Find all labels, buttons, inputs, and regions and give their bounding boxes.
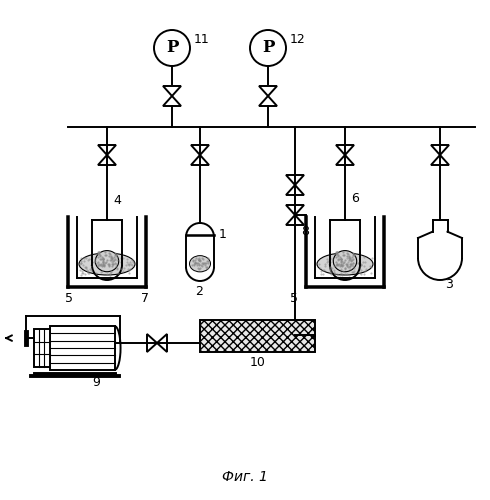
Ellipse shape: [317, 253, 373, 275]
Polygon shape: [286, 175, 304, 185]
Text: 10: 10: [249, 356, 266, 369]
Ellipse shape: [333, 250, 357, 272]
Text: 7: 7: [141, 292, 149, 305]
Polygon shape: [286, 185, 304, 195]
Text: 11: 11: [194, 33, 210, 46]
Bar: [200, 320, 315, 352]
Text: 3: 3: [445, 278, 453, 291]
Polygon shape: [286, 205, 304, 215]
Ellipse shape: [190, 256, 211, 272]
Text: 12: 12: [290, 33, 306, 46]
Polygon shape: [163, 96, 181, 106]
Polygon shape: [98, 145, 116, 155]
Polygon shape: [259, 96, 277, 106]
Text: 5: 5: [65, 292, 73, 305]
Text: P: P: [262, 40, 274, 56]
Ellipse shape: [79, 253, 135, 275]
Text: P: P: [166, 40, 178, 56]
Polygon shape: [98, 155, 116, 165]
Polygon shape: [191, 155, 209, 165]
Circle shape: [154, 30, 190, 66]
Polygon shape: [336, 145, 354, 155]
Text: 6: 6: [351, 192, 359, 205]
Polygon shape: [259, 86, 277, 96]
Polygon shape: [336, 155, 354, 165]
Text: 9: 9: [92, 376, 100, 389]
Polygon shape: [191, 145, 209, 155]
Text: 5: 5: [290, 292, 298, 305]
Text: Фиг. 1: Фиг. 1: [222, 470, 268, 484]
Polygon shape: [147, 334, 157, 352]
Ellipse shape: [95, 250, 119, 272]
Polygon shape: [431, 145, 449, 155]
Polygon shape: [431, 155, 449, 165]
Text: 8: 8: [301, 225, 309, 238]
Polygon shape: [163, 86, 181, 96]
Bar: [33, 329, 49, 367]
Text: 2: 2: [195, 285, 203, 298]
Text: 1: 1: [219, 228, 227, 240]
Circle shape: [250, 30, 286, 66]
Text: 4: 4: [113, 194, 121, 207]
Bar: [200, 320, 315, 352]
Polygon shape: [286, 215, 304, 225]
Polygon shape: [157, 334, 167, 352]
Bar: [49, 326, 115, 370]
